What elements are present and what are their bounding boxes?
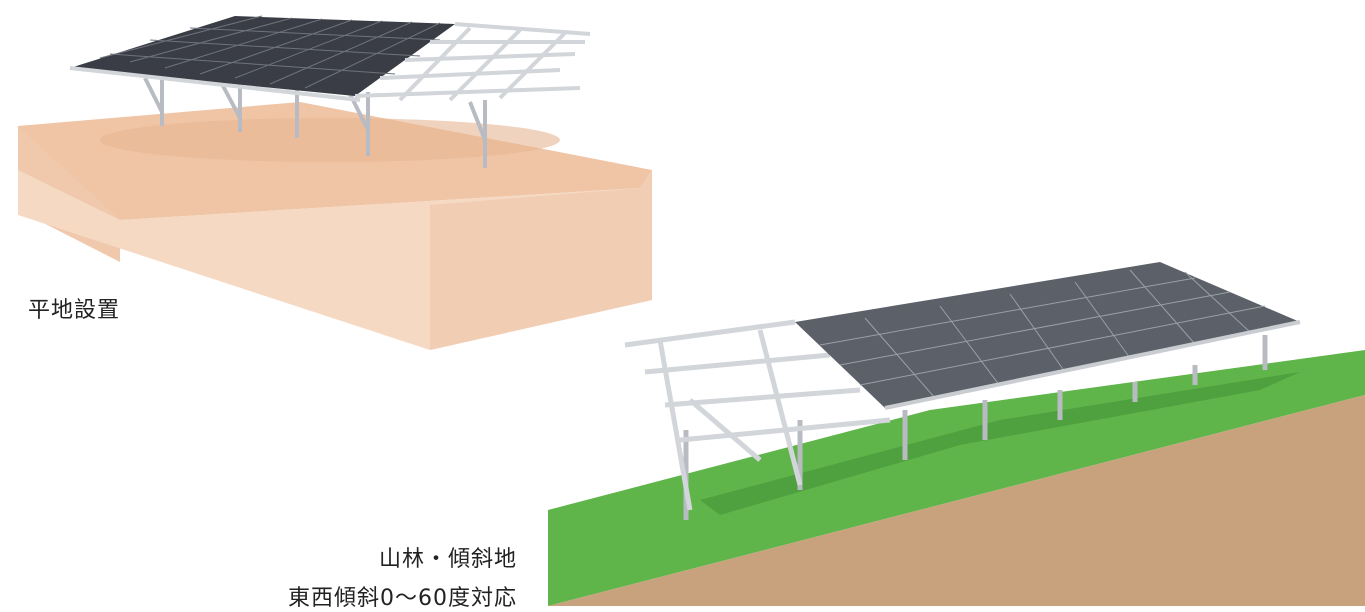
slope-installation-scene <box>548 262 1365 606</box>
slope-installation-subtitle: 東西傾斜0〜60度対応 <box>288 586 517 611</box>
slope-soil <box>548 395 1365 606</box>
slope-front-rail <box>884 320 1301 410</box>
slope-installation-title: 山林・傾斜地 <box>378 547 517 572</box>
flat-panel-grid <box>99 15 441 89</box>
slope-grass <box>548 350 1365 606</box>
flat-installation-label: 平地設置 <box>28 298 121 323</box>
flat-rail-frame <box>69 22 591 102</box>
slope-panel-grid <box>819 269 1266 399</box>
slope-rail-frame <box>624 319 891 511</box>
flat-shadow <box>100 118 560 162</box>
flat-installation-scene <box>18 15 652 350</box>
flat-ground-side <box>430 170 652 350</box>
slope-shadow <box>700 372 1300 515</box>
slope-solar-panels <box>795 262 1300 408</box>
